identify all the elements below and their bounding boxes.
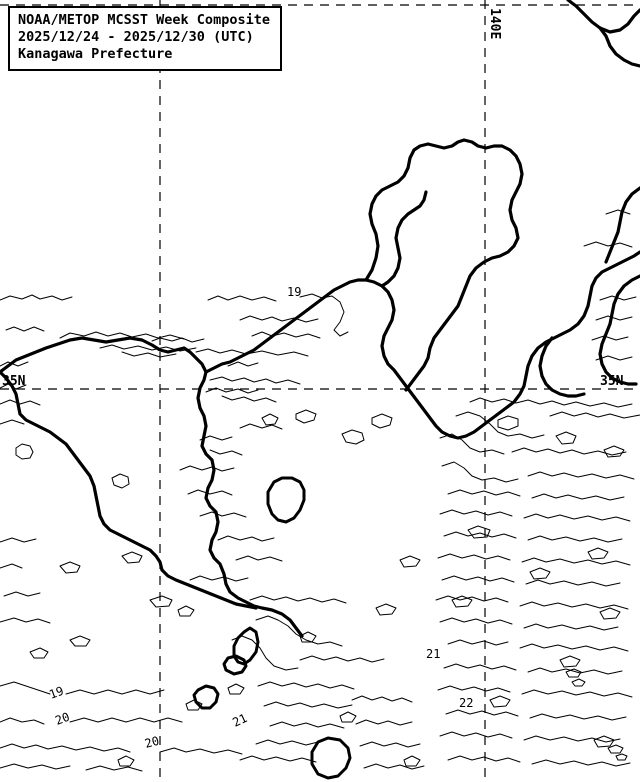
contour-label: 20 (143, 734, 161, 751)
title-line-2: 2025/12/24 - 2025/12/30 (UTC) (18, 29, 254, 45)
contour-label: 21 (230, 711, 249, 730)
contour-layer (0, 209, 640, 772)
contour-label: 22 (459, 696, 473, 710)
contour-label: 19 (47, 684, 65, 702)
title-line-3: Kanagawa Prefecture (18, 46, 173, 62)
label-layer: 140E 35N 35N 19 19 20 21 21 22 20 (2, 8, 624, 751)
title-line-1: NOAA/METOP MCSST Week Composite (18, 12, 270, 28)
contour-label: 20 (53, 710, 71, 728)
parallel-label-35n-left: 35N (2, 374, 26, 389)
contour-label: 21 (426, 647, 440, 661)
parallel-label-35n-right: 35N (600, 374, 624, 389)
meridian-label-140e: 140E (487, 8, 502, 39)
title-box: NOAA/METOP MCSST Week Composite 2025/12/… (8, 6, 282, 71)
contour-label: 19 (287, 285, 301, 299)
